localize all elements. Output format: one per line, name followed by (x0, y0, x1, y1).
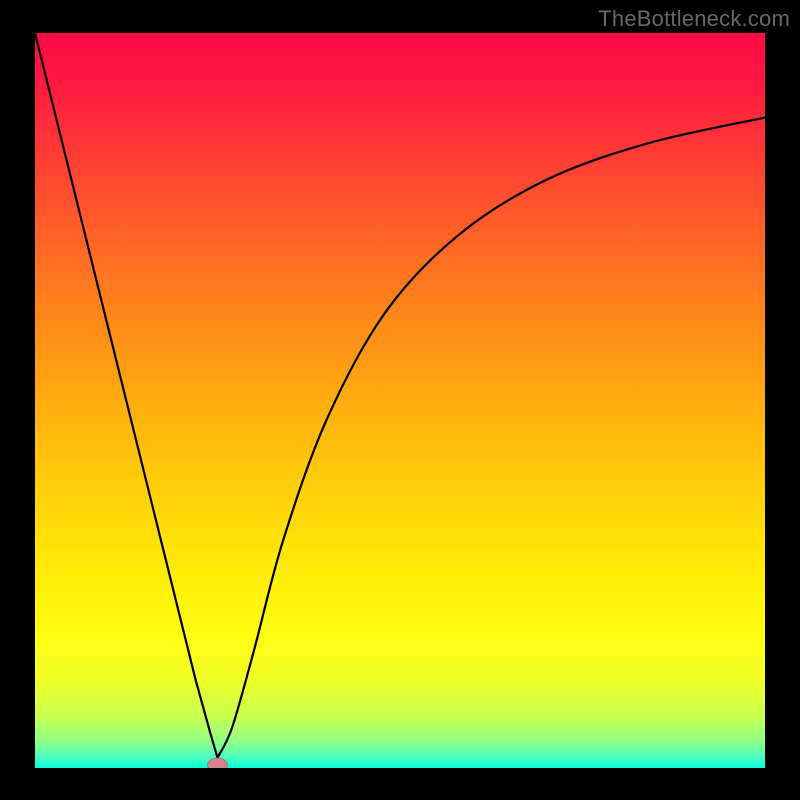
plot-area (35, 33, 765, 768)
plot-svg (35, 33, 765, 768)
watermark-text: TheBottleneck.com (598, 6, 790, 32)
gradient-background (35, 33, 765, 768)
chart-container: TheBottleneck.com (0, 0, 800, 800)
